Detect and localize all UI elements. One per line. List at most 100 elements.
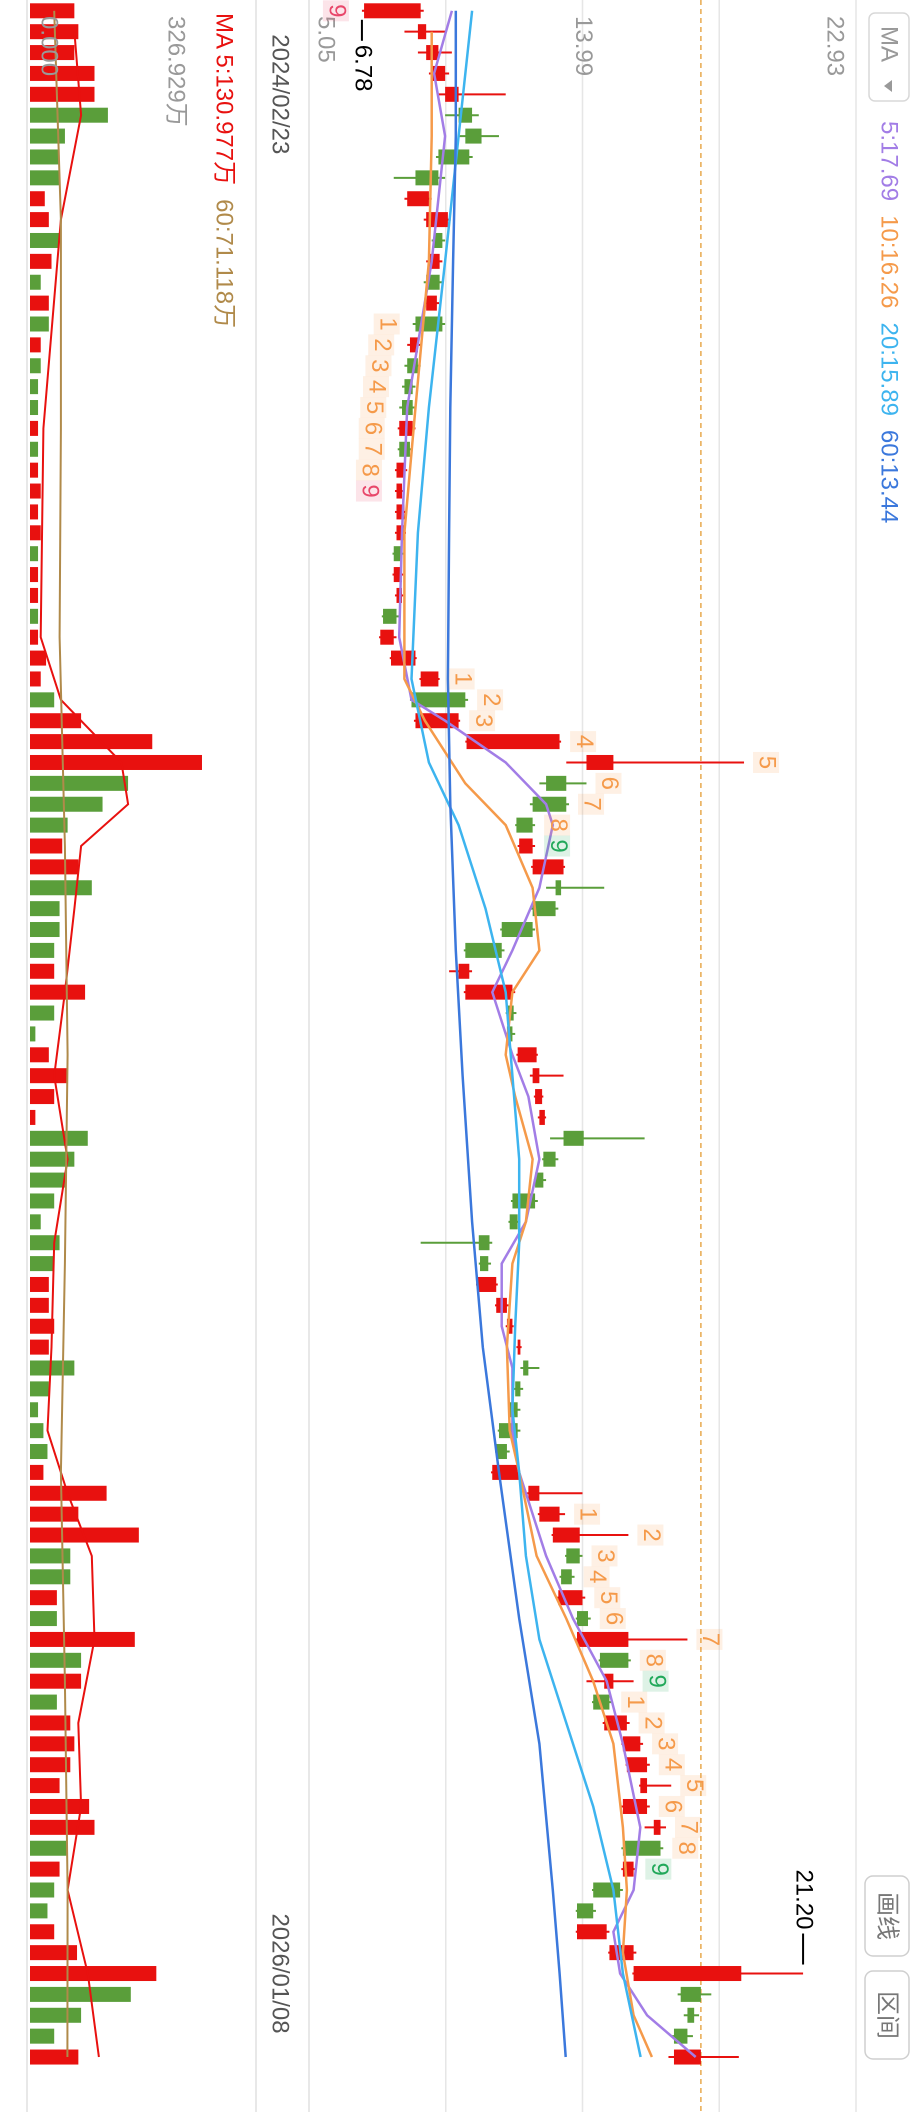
- td-count: 9: [643, 1675, 670, 1688]
- y-tick-label: 5.05: [313, 16, 340, 63]
- volume-bar: [30, 859, 79, 875]
- candle-body: [633, 1966, 742, 1982]
- candle-body: [407, 191, 429, 207]
- td-count-bg: [358, 438, 385, 460]
- candle-body: [383, 608, 397, 624]
- volume-tick-label: 326.929万: [163, 16, 190, 127]
- td-count: 7: [579, 798, 606, 811]
- td-count-bg: [753, 751, 780, 773]
- volume-bar: [29, 1652, 82, 1668]
- volume-bar: [30, 1089, 55, 1105]
- ma-line: [53, 10, 69, 2058]
- td-count: 6: [359, 422, 386, 435]
- candle-body: [396, 462, 405, 478]
- td-count: 3: [592, 1549, 619, 1562]
- indicator-name[interactable]: MA: [876, 26, 903, 62]
- td-count-bg: [583, 1566, 610, 1588]
- td-count: 4: [571, 735, 598, 748]
- volume-bar: [29, 984, 86, 1000]
- volume-bar: [29, 1590, 57, 1606]
- volume-bar: [30, 1109, 36, 1125]
- volume-bar: [29, 1235, 60, 1251]
- range-label[interactable]: 区间: [874, 1991, 901, 2039]
- candle-body: [543, 1151, 556, 1167]
- volume-bar: [30, 2049, 79, 2065]
- candle-body: [466, 734, 560, 750]
- legend-entry: MA 5:130.977万: [211, 13, 238, 185]
- candle-body: [492, 1464, 520, 1480]
- td-count: 3: [470, 714, 497, 727]
- td-count-bg: [368, 334, 395, 356]
- volume-bar: [29, 149, 60, 165]
- candle-body: [599, 1652, 629, 1668]
- volume-bar: [29, 629, 39, 645]
- candle-body: [546, 775, 567, 791]
- td-count: 8: [640, 1654, 667, 1667]
- td-count: 9: [545, 839, 572, 852]
- td-count-bg: [574, 1503, 601, 1525]
- td-count-bg: [570, 731, 597, 753]
- volume-bar: [30, 817, 68, 833]
- candle-body: [622, 1840, 661, 1856]
- candle-body: [653, 1819, 661, 1835]
- td-count-bg: [595, 772, 622, 794]
- td-count-bg: [675, 1816, 702, 1838]
- td-count: 1: [449, 672, 476, 685]
- volume-bar: [30, 692, 55, 708]
- volume-bar: [29, 1569, 71, 1585]
- td-count: 4: [364, 380, 391, 393]
- candle-body: [438, 149, 470, 165]
- candle-body: [532, 796, 567, 812]
- volume-bar: [29, 400, 39, 416]
- td-count-bg: [363, 376, 390, 398]
- td-count: 9: [646, 1862, 673, 1875]
- legend-entry: 60:13.44: [876, 430, 903, 523]
- td-count: 8: [673, 1842, 700, 1855]
- range-button[interactable]: [864, 1970, 910, 2060]
- td-count-bg: [355, 480, 382, 502]
- volume-bar: [29, 1945, 78, 1961]
- td-count-bg: [365, 355, 392, 377]
- volume-bar: [29, 775, 129, 791]
- draw-line-button[interactable]: [864, 1875, 910, 1957]
- candle-body: [626, 1757, 648, 1773]
- volume-bar: [29, 546, 39, 562]
- candle-body: [480, 1256, 489, 1272]
- td-count-bg: [469, 710, 496, 732]
- candle-body: [434, 232, 443, 248]
- candle-body: [622, 1736, 641, 1752]
- legend-entry: 60:71.118万: [211, 199, 238, 328]
- candle-body: [519, 838, 533, 854]
- volume-bar: [29, 1381, 49, 1397]
- volume-bar: [30, 754, 202, 770]
- candle-body: [532, 859, 564, 875]
- candle-body: [593, 1694, 610, 1710]
- volume-bar: [29, 608, 39, 624]
- candle-body: [364, 3, 421, 19]
- td-count-bg: [621, 1691, 648, 1713]
- dropdown-arrow[interactable]: [884, 80, 892, 92]
- td-count-bg: [322, 0, 349, 22]
- volume-bar: [30, 1193, 55, 1209]
- td-count-bg: [578, 793, 605, 815]
- candle-body: [532, 901, 556, 917]
- candle-body: [393, 546, 403, 562]
- volume-bar: [29, 880, 92, 896]
- volume-bar: [29, 922, 60, 938]
- td-count: 7: [359, 443, 386, 456]
- legend-entry: 5:17.69: [876, 121, 903, 201]
- candle-body: [515, 1381, 521, 1397]
- candle-body: [576, 1631, 629, 1647]
- indicator-box[interactable]: [868, 12, 910, 102]
- volume-bar: [29, 1214, 41, 1230]
- td-count-bg: [544, 814, 571, 836]
- candle-body: [528, 1485, 540, 1501]
- volume-bar: [29, 1736, 75, 1752]
- volume-bar: [29, 671, 41, 687]
- draw-line-label[interactable]: 画线: [874, 1892, 901, 1940]
- volume-bar: [30, 253, 52, 269]
- volume-bar: [29, 170, 60, 186]
- chart-area: MA 画线 区间 5.05 13.99 22.93 2024/02/23 2026/01…: [26, 0, 910, 2112]
- volume-bar: [29, 1297, 49, 1313]
- td-count-bg: [594, 1587, 621, 1609]
